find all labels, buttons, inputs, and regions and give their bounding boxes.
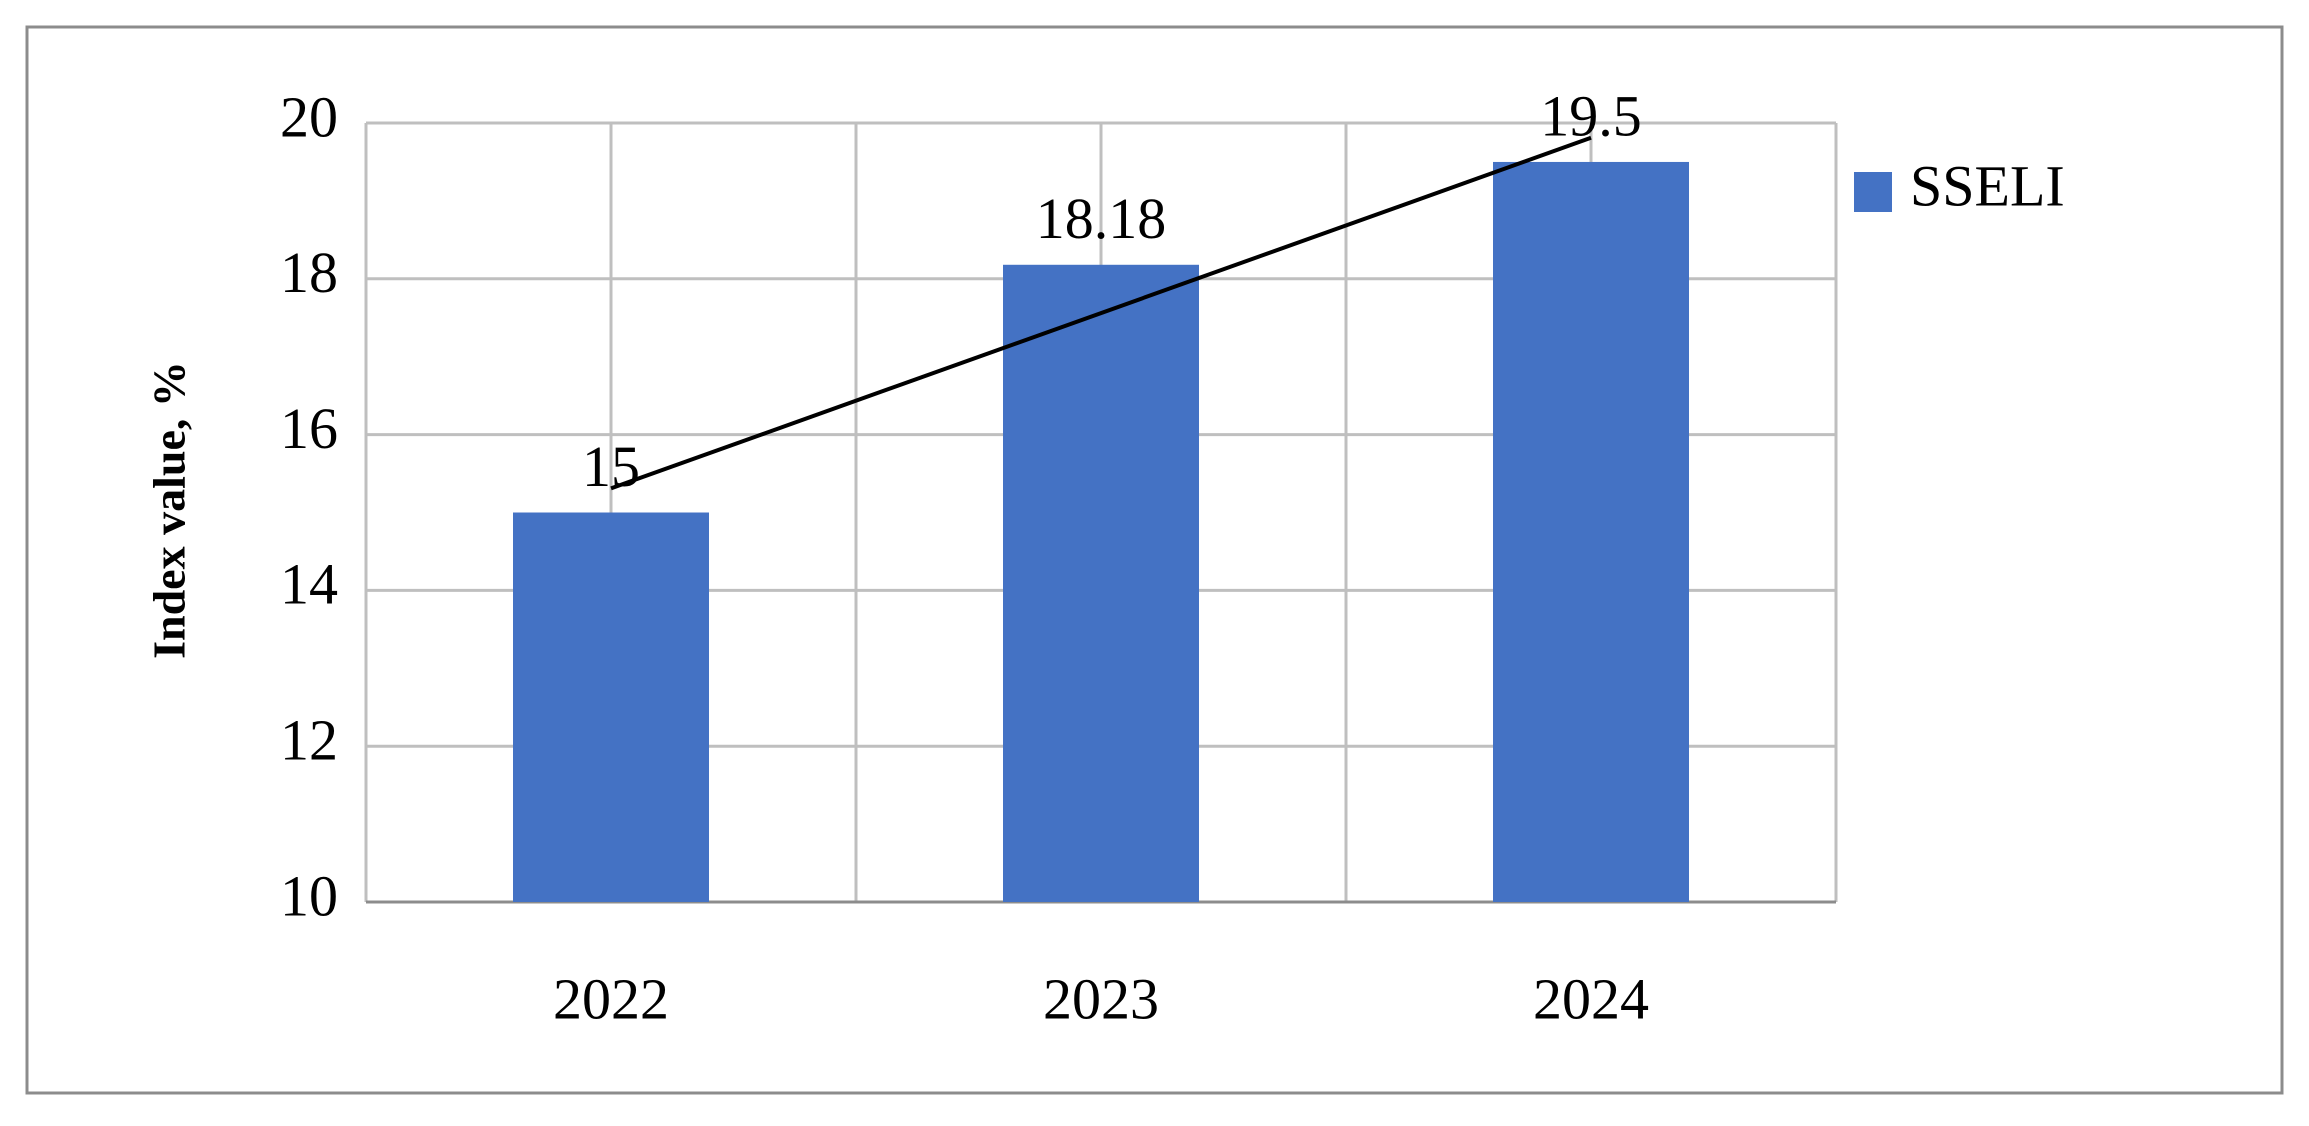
y-tick-label: 14 <box>280 552 338 617</box>
data-label: 18.18 <box>1036 186 1167 251</box>
bar <box>1493 161 1689 902</box>
bar <box>1003 264 1199 902</box>
y-tick-label: 12 <box>280 708 338 773</box>
trendline <box>610 135 1592 491</box>
x-tick-label: 2024 <box>1533 966 1649 1031</box>
legend-label: SSELI <box>1910 153 2065 218</box>
y-axis-label: Index value, % <box>144 361 195 659</box>
y-tick-label: 16 <box>280 396 338 461</box>
data-label: 19.5 <box>1540 83 1642 148</box>
bar <box>513 512 709 902</box>
y-tick-label: 20 <box>280 84 338 149</box>
y-tick-label: 10 <box>280 863 338 928</box>
x-tick-label: 2022 <box>553 966 669 1031</box>
y-tick-label: 18 <box>280 240 338 305</box>
legend-swatch <box>1854 172 1892 212</box>
x-tick-label: 2023 <box>1043 966 1159 1031</box>
data-label: 15 <box>582 434 640 499</box>
